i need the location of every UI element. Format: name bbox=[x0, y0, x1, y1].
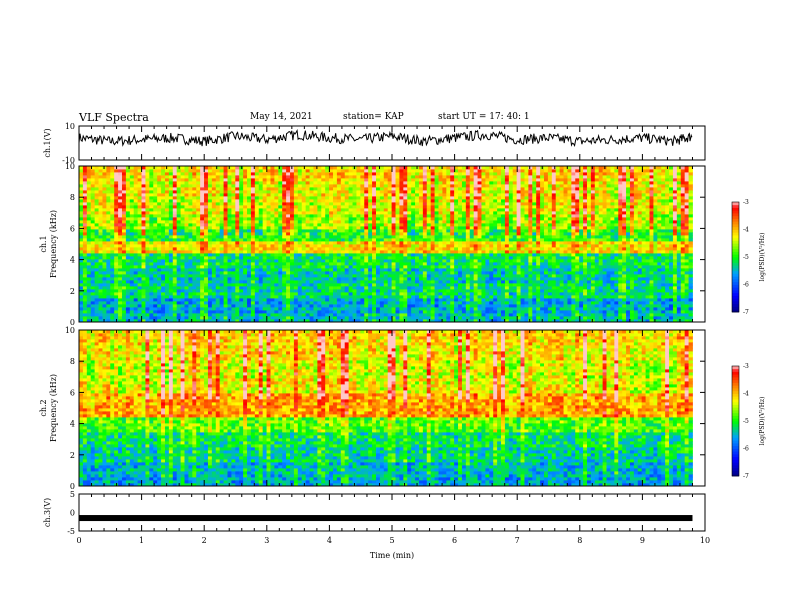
x-axis-label: Time (min) bbox=[370, 551, 414, 560]
x-tick-label: 0 bbox=[76, 536, 81, 545]
colorbar-tick-label: -4 bbox=[743, 391, 749, 398]
spectrogram-ytick-label: 6 bbox=[70, 388, 75, 397]
x-tick-label: 6 bbox=[452, 536, 457, 545]
spectrogram-ch1 bbox=[79, 166, 693, 323]
ch3-ytick-label: 0 bbox=[70, 509, 75, 518]
spectrogram-ytick-label: 4 bbox=[70, 420, 75, 429]
spectrogram-ytick-label: 0 bbox=[70, 482, 75, 491]
ch1-ytick-label: 10 bbox=[65, 122, 75, 131]
colorbar-ch1 bbox=[732, 202, 739, 313]
spectrogram-ytick-label: 8 bbox=[70, 357, 75, 366]
spectrogram-ylabel-channel: ch.1 bbox=[39, 235, 48, 252]
station-label: station= KAP bbox=[343, 112, 404, 122]
spectrogram-ytick-label: 0 bbox=[70, 318, 75, 327]
colorbar-tick-label: -5 bbox=[743, 254, 749, 261]
colorbar-frame bbox=[731, 365, 740, 477]
spectrogram-ylabel-frequency: Frequency (kHz) bbox=[49, 374, 58, 442]
colorbar-tick-label: -3 bbox=[743, 199, 749, 206]
x-tick-label: 3 bbox=[264, 536, 269, 545]
ch1-trace bbox=[78, 128, 693, 148]
colorbar-tick-label: -6 bbox=[743, 282, 749, 289]
ch3-ytick-label: -5 bbox=[67, 527, 75, 536]
x-tick-label: 10 bbox=[700, 536, 710, 545]
spectrogram-ytick-label: 2 bbox=[70, 287, 75, 296]
date-label: May 14, 2021 bbox=[250, 112, 313, 122]
spectrogram-ch2 bbox=[79, 330, 693, 487]
colorbar-tick-label: -5 bbox=[743, 418, 749, 425]
x-tick-label: 8 bbox=[577, 536, 582, 545]
ch1-ytick-label: -10 bbox=[62, 156, 75, 165]
ch1-ylabel: ch.1(V) bbox=[43, 128, 52, 157]
colorbar-tick-label: -3 bbox=[743, 363, 749, 370]
x-tick-label: 7 bbox=[515, 536, 520, 545]
colorbar-tick-label: -6 bbox=[743, 446, 749, 453]
start-time-label: start UT = 17: 40: 1 bbox=[438, 112, 530, 122]
ch3-trace bbox=[79, 515, 693, 522]
x-tick-label: 4 bbox=[327, 536, 332, 545]
x-tick-label: 1 bbox=[139, 536, 144, 545]
x-tick-label: 5 bbox=[389, 536, 394, 545]
spectrogram-ylabel-frequency: Frequency (kHz) bbox=[49, 210, 58, 278]
x-tick-label: 2 bbox=[202, 536, 207, 545]
spectrogram-ytick-label: 6 bbox=[70, 224, 75, 233]
spectrogram-ytick-label: 2 bbox=[70, 451, 75, 460]
colorbar-ch2 bbox=[732, 366, 739, 477]
spectrogram-ytick-label: 10 bbox=[65, 162, 75, 171]
colorbar-label: log(PSD)(V²/Hz) bbox=[759, 397, 766, 446]
colorbar-label: log(PSD)(V²/Hz) bbox=[759, 233, 766, 282]
colorbar-frame bbox=[731, 201, 740, 313]
spectrogram-ytick-label: 4 bbox=[70, 256, 75, 265]
ch3-ylabel: ch.3(V) bbox=[43, 498, 52, 527]
spectrogram-ylabel-channel: ch.2 bbox=[39, 399, 48, 416]
chart-title: VLF Spectra bbox=[79, 111, 149, 124]
spectrogram-ytick-label: 10 bbox=[65, 326, 75, 335]
colorbar-tick-label: -7 bbox=[743, 473, 749, 480]
spectrogram-ytick-label: 8 bbox=[70, 193, 75, 202]
x-tick-label: 9 bbox=[640, 536, 645, 545]
colorbar-tick-label: -7 bbox=[743, 309, 749, 316]
ch3-ytick-label: 5 bbox=[70, 490, 75, 499]
colorbar-tick-label: -4 bbox=[743, 227, 749, 234]
